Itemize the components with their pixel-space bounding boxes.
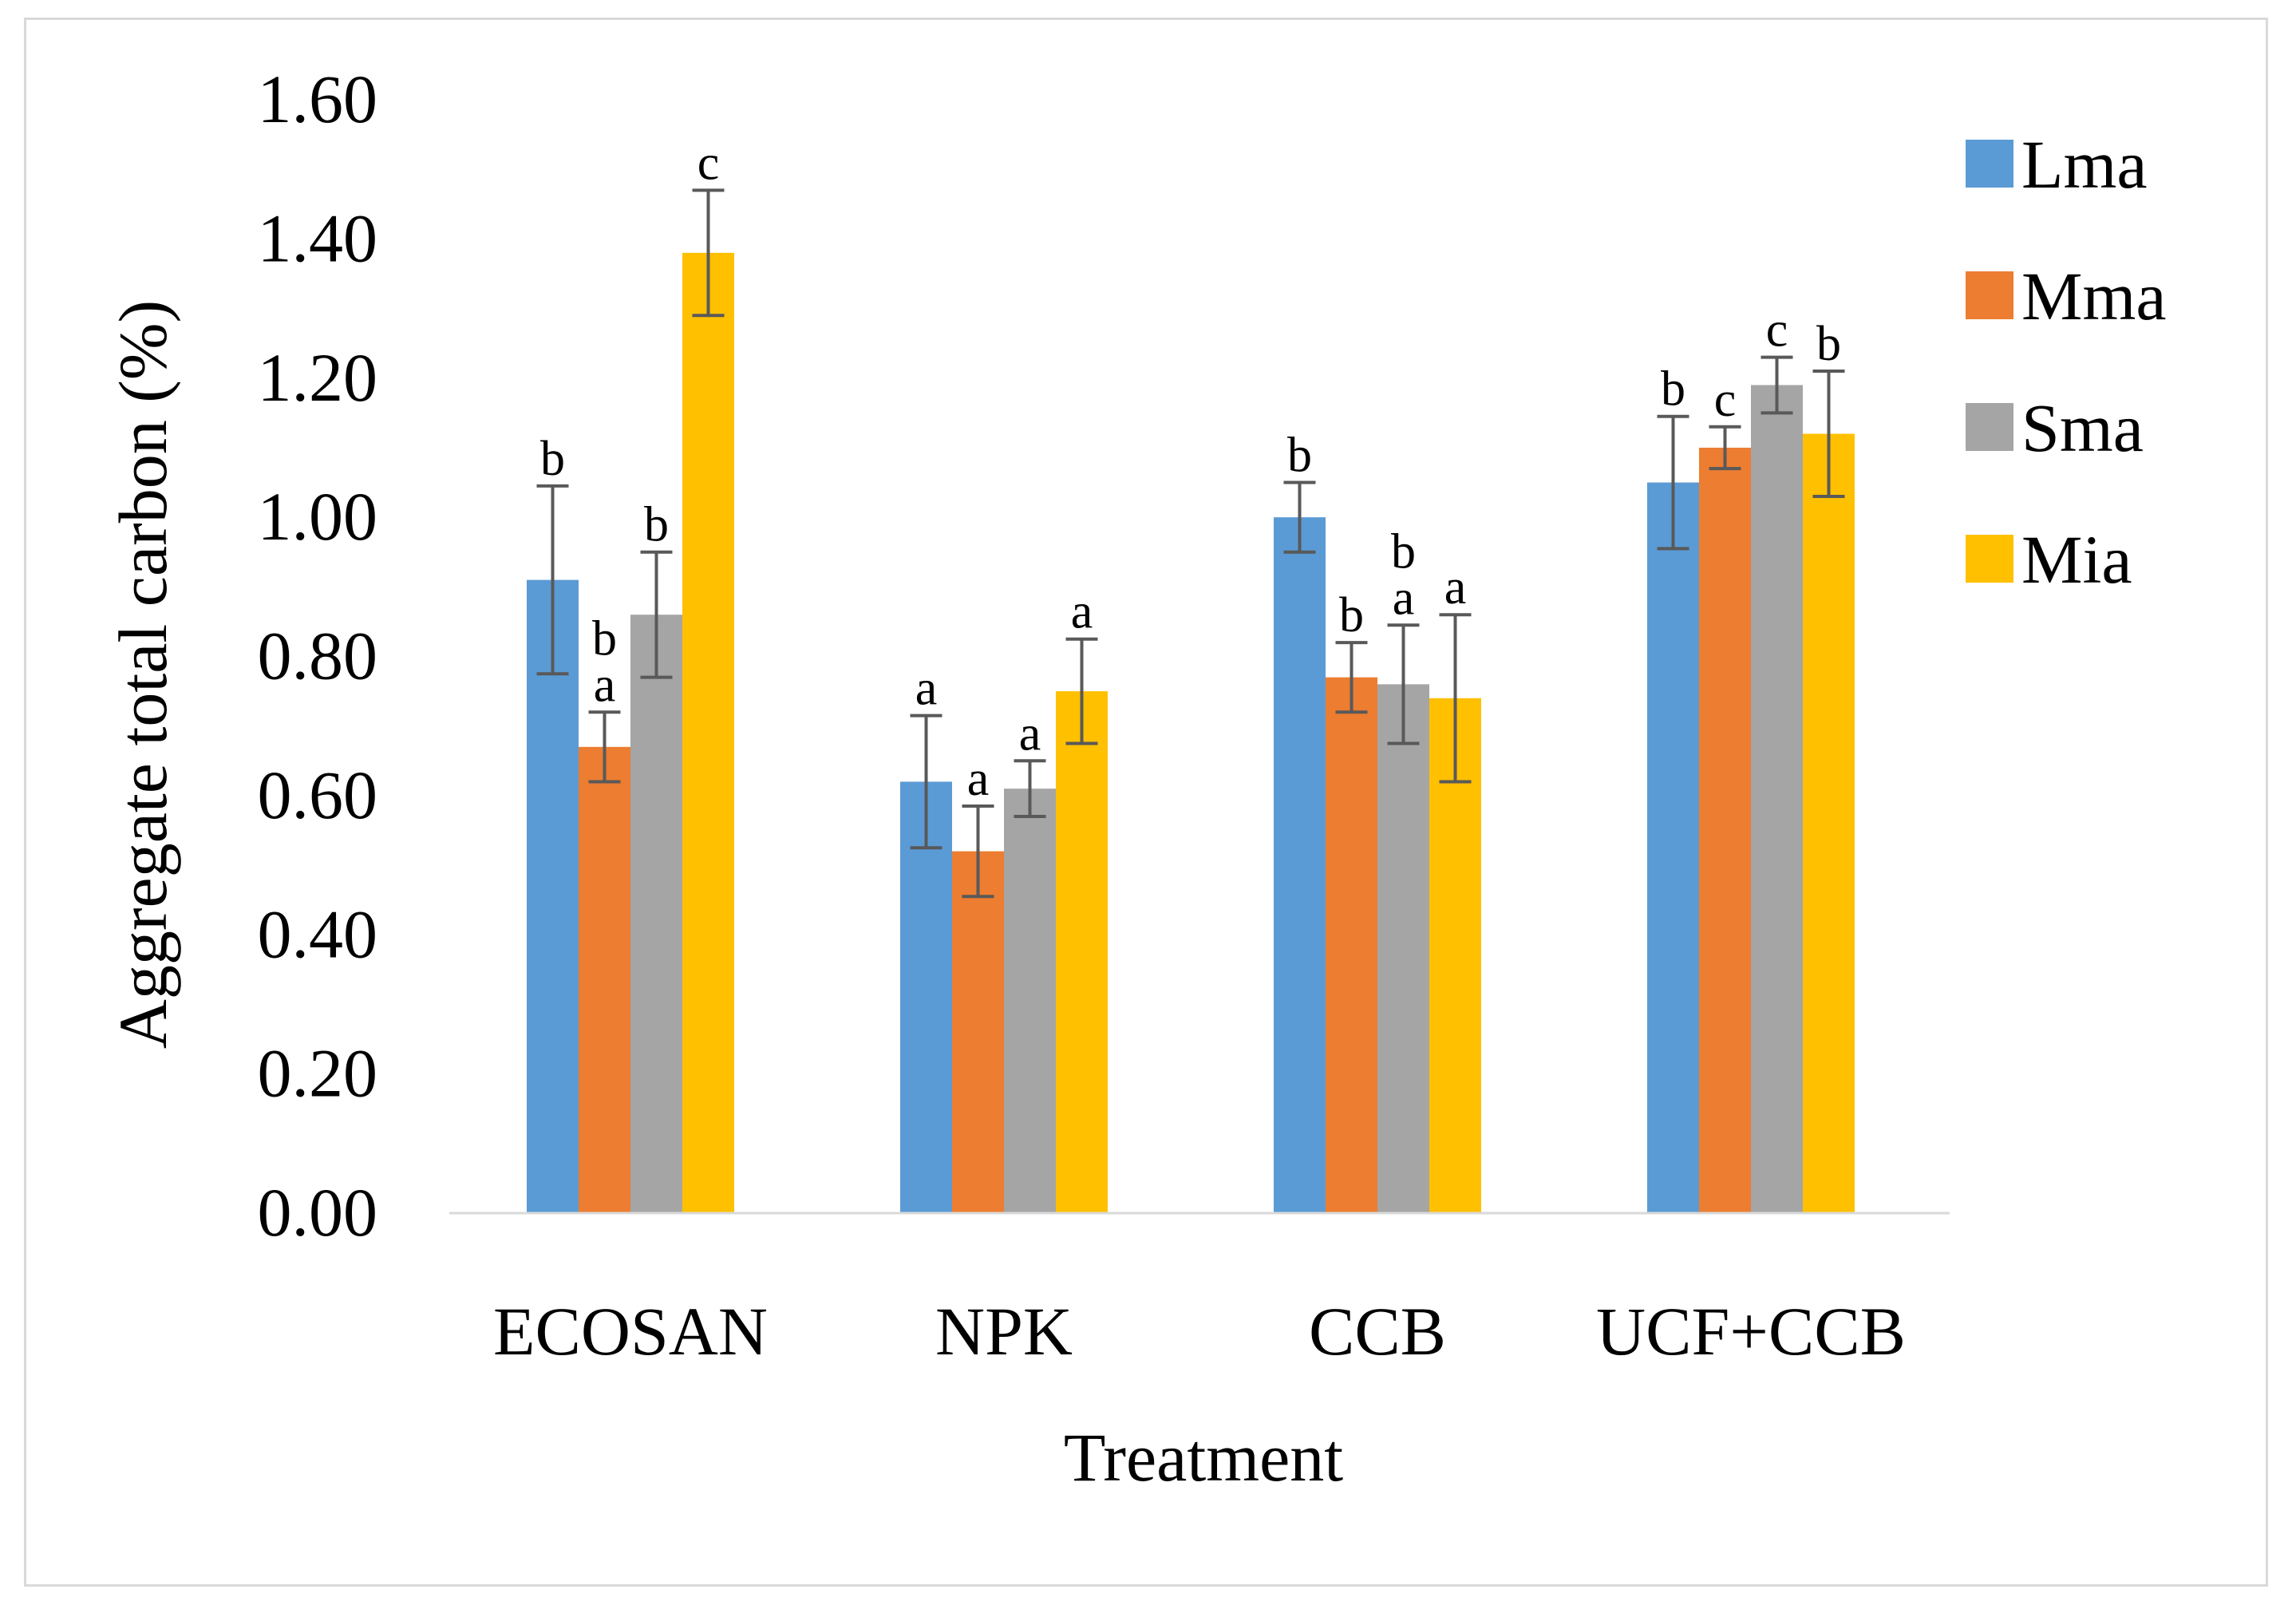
error-bar [536,484,569,676]
y-axis-title: Aggregate total carbon (%) [105,300,181,1049]
y-axis-ticks: 0.00 0.20 0.40 0.60 0.80 1.00 1.20 1.40 1.60 [258,61,378,1251]
legend-label-sma: Sma [2021,389,2144,466]
significance-label: c [1766,303,1788,358]
error-bar [910,714,943,850]
x-category-label: ECOSAN [493,1293,768,1370]
significance-label: a [967,752,990,806]
bar-sma [1004,789,1056,1213]
error-bar [1657,414,1689,551]
legend-swatch-lma [1966,140,2013,188]
x-category-label: CCB [1309,1293,1446,1370]
error-bar [1709,425,1741,471]
bar-mia [1429,698,1481,1213]
x-category-label: UCF+CCB [1596,1293,1906,1370]
significance-label: a [1393,571,1415,625]
y-tick-label: 0.80 [258,618,378,694]
significance-label: a [594,658,616,712]
error-bars-layer [536,188,1845,899]
bar-mia [1803,433,1855,1213]
y-tick-label: 1.20 [258,339,378,416]
error-bar [1387,623,1420,745]
bar-sma [1377,684,1429,1213]
bar-lma [900,781,952,1213]
error-bar [1014,759,1046,819]
legend-swatch-mia [1966,535,2013,583]
error-bar [1335,641,1368,714]
significance-label: b [1816,317,1841,371]
legend-label-mia: Mia [2021,521,2132,598]
y-tick-label: 1.40 [258,200,378,276]
legend: Lma Mma Sma Mia [1966,126,2167,598]
significance-label: b [1661,362,1685,417]
significance-label: a [1071,585,1093,639]
bar-mia [682,252,734,1213]
legend-label-lma: Lma [2021,126,2148,203]
error-bar [1065,637,1098,745]
bar-lma [1647,482,1699,1213]
significance-label: a [1019,706,1041,761]
significance-label: a [915,662,938,716]
bar-mma [1699,447,1751,1213]
bar-sma [1751,385,1803,1213]
y-tick-label: 0.40 [258,895,378,972]
y-tick-label: 0.00 [258,1174,378,1251]
y-tick-label: 1.00 [258,478,378,555]
error-bar [1812,370,1845,498]
significance-label: b [1339,588,1364,642]
significance-label: b [1391,524,1416,579]
y-tick-label: 1.60 [258,61,378,137]
bar-mma [579,746,630,1213]
significance-label: a [1444,560,1467,615]
error-bar [1283,480,1316,554]
y-tick-label: 0.20 [258,1035,378,1112]
legend-swatch-sma [1966,403,2013,451]
y-tick-label: 0.60 [258,757,378,833]
significance-label: c [697,136,720,190]
significance-label: c [1714,373,1737,427]
bar-mma [952,851,1004,1213]
bar-mia [1056,691,1108,1213]
significance-label: b [592,611,617,666]
legend-swatch-mma [1966,271,2013,319]
x-axis-categories: ECOSAN NPK CCB UCF+CCB [493,1293,1906,1370]
x-category-label: NPK [935,1293,1073,1370]
bar-lma [527,579,579,1213]
significance-label: b [644,498,669,552]
bar-mma [1326,677,1377,1213]
error-bar [588,710,621,784]
error-bar [962,804,994,899]
x-axis-title: Treatment [1064,1419,1343,1496]
error-bar [1761,355,1793,415]
bar-lma [1274,517,1326,1213]
error-bar [1439,613,1472,784]
legend-label-mma: Mma [2021,258,2167,334]
error-bar [692,188,725,318]
significance-label: b [540,432,565,486]
bar-sma [630,615,682,1213]
bars-layer [527,252,1855,1213]
error-bar [640,550,673,679]
significance-label: b [1287,429,1312,483]
